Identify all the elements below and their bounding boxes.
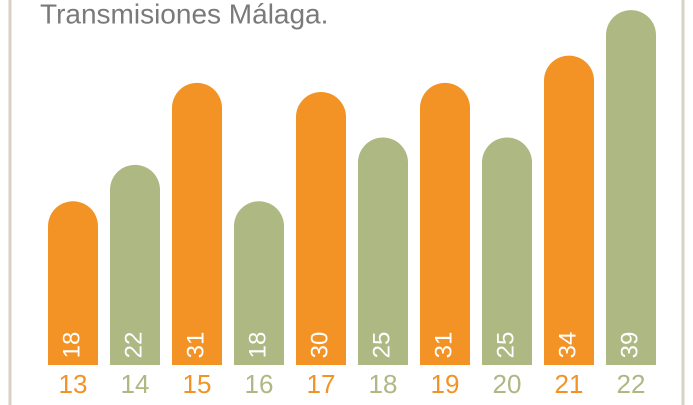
bar xyxy=(48,201,98,365)
value-label: 30 xyxy=(306,332,333,359)
x-tick-label: 14 xyxy=(121,369,150,399)
bar xyxy=(606,10,656,365)
value-label: 31 xyxy=(430,332,457,359)
value-label: 25 xyxy=(368,332,395,359)
bar xyxy=(358,137,408,365)
value-label: 25 xyxy=(492,332,519,359)
chart-title: Transmisiones Málaga. xyxy=(40,0,328,29)
x-tick-label: 17 xyxy=(307,369,336,399)
x-tick-label: 15 xyxy=(183,369,212,399)
value-label: 34 xyxy=(554,332,581,359)
bar xyxy=(482,137,532,365)
x-tick-label: 13 xyxy=(59,369,88,399)
bar xyxy=(296,92,346,365)
bar xyxy=(110,164,160,365)
x-tick-label: 21 xyxy=(555,369,584,399)
bar xyxy=(172,82,222,366)
bar xyxy=(544,55,594,365)
value-label: 39 xyxy=(616,332,643,359)
x-tick-label: 20 xyxy=(493,369,522,399)
value-label: 18 xyxy=(244,332,271,359)
bar xyxy=(420,82,470,366)
value-label: 18 xyxy=(58,332,85,359)
value-label: 31 xyxy=(182,332,209,359)
x-tick-label: 22 xyxy=(617,369,646,399)
value-label: 22 xyxy=(120,332,147,359)
x-tick-label: 19 xyxy=(431,369,460,399)
x-tick-label: 18 xyxy=(369,369,398,399)
bar xyxy=(234,201,284,365)
x-tick-label: 16 xyxy=(245,369,274,399)
